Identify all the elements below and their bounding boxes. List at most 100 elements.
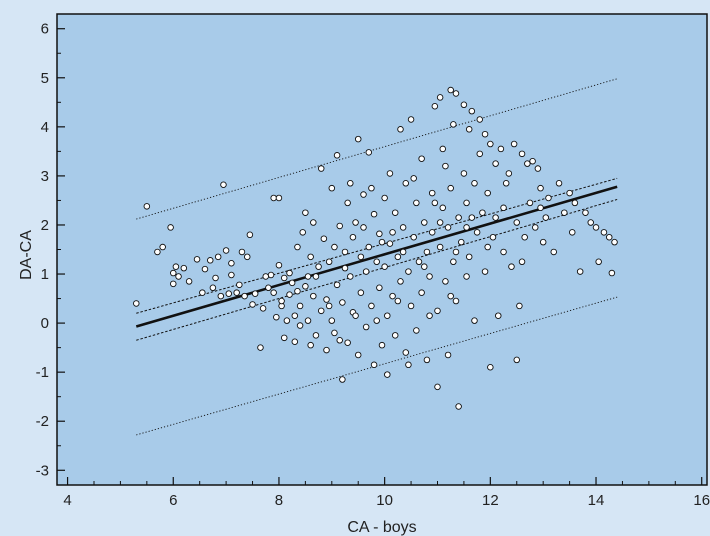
data-point xyxy=(442,278,449,285)
data-point xyxy=(304,273,312,280)
data-point xyxy=(257,344,264,351)
data-point xyxy=(344,199,351,207)
data-point xyxy=(463,199,470,207)
data-point xyxy=(436,94,444,101)
data-point xyxy=(267,271,275,279)
data-points xyxy=(133,86,618,410)
y-tick-label: 6 xyxy=(41,21,49,38)
data-point xyxy=(170,269,177,277)
data-point xyxy=(381,194,388,202)
data-point xyxy=(225,290,232,297)
data-point xyxy=(418,289,425,296)
data-point xyxy=(288,279,296,287)
data-point xyxy=(444,351,452,359)
data-point xyxy=(317,307,325,315)
data-point xyxy=(251,290,259,297)
data-point xyxy=(518,258,526,266)
data-point xyxy=(347,180,354,187)
data-point xyxy=(550,248,557,256)
data-point xyxy=(265,284,272,292)
data-point xyxy=(389,229,396,236)
data-point xyxy=(228,259,235,267)
data-point xyxy=(418,155,425,162)
data-point xyxy=(378,341,386,349)
data-point xyxy=(347,273,354,280)
data-point xyxy=(275,261,283,269)
data-point xyxy=(455,214,462,221)
y-axis-title: DA-CA xyxy=(18,230,35,280)
data-point xyxy=(217,292,225,300)
data-point xyxy=(373,258,380,266)
data-point xyxy=(463,224,470,231)
data-point xyxy=(270,289,277,296)
data-point xyxy=(331,243,338,251)
x-tick-label: 8 xyxy=(275,492,283,509)
data-point xyxy=(339,299,346,306)
data-point xyxy=(394,297,402,305)
data-point xyxy=(468,107,476,115)
data-point xyxy=(518,150,526,158)
data-point xyxy=(492,214,499,221)
data-point xyxy=(378,238,386,246)
y-tick-label: 4 xyxy=(41,119,49,136)
data-point xyxy=(175,273,182,280)
data-point xyxy=(428,229,436,236)
data-point xyxy=(434,307,441,315)
data-point xyxy=(286,291,293,298)
data-point xyxy=(476,116,484,123)
data-point xyxy=(568,229,576,236)
data-point xyxy=(492,160,499,167)
data-point xyxy=(357,253,365,261)
data-point xyxy=(460,170,468,177)
data-point xyxy=(415,258,423,266)
data-point xyxy=(362,323,370,331)
data-point xyxy=(159,243,166,251)
data-point xyxy=(307,253,314,261)
data-point xyxy=(368,302,375,310)
data-point xyxy=(331,329,338,337)
data-point xyxy=(471,317,478,324)
data-point xyxy=(376,230,383,238)
data-point xyxy=(315,263,322,270)
data-point xyxy=(452,248,460,256)
data-point xyxy=(537,204,544,212)
data-point xyxy=(275,194,283,202)
data-point xyxy=(402,349,410,356)
data-point xyxy=(468,214,476,221)
data-point xyxy=(510,140,518,148)
data-point xyxy=(325,258,333,266)
regression-line xyxy=(135,185,618,328)
y-tick-label: -2 xyxy=(36,413,49,430)
data-point xyxy=(262,273,269,280)
data-point xyxy=(534,165,542,172)
data-point xyxy=(450,121,457,128)
data-point xyxy=(513,219,521,226)
data-point xyxy=(325,302,333,310)
data-point xyxy=(386,170,394,177)
data-point xyxy=(341,248,349,256)
data-point xyxy=(608,269,616,277)
data-point xyxy=(542,214,550,221)
data-point xyxy=(611,238,618,246)
data-point xyxy=(405,361,412,369)
data-point xyxy=(180,264,188,272)
data-point xyxy=(463,273,470,280)
plot-area xyxy=(57,14,707,485)
x-tick-label: 16 xyxy=(693,492,710,509)
y-tick-label: 5 xyxy=(41,70,49,87)
data-point xyxy=(312,273,320,280)
data-point xyxy=(399,248,407,256)
data-point xyxy=(431,199,439,207)
data-point xyxy=(473,229,481,236)
data-point xyxy=(434,383,441,391)
data-point xyxy=(484,189,491,197)
data-point xyxy=(170,280,177,288)
data-point xyxy=(339,376,346,383)
y-tick-label: 1 xyxy=(41,266,49,283)
data-point xyxy=(539,238,547,246)
data-point xyxy=(354,351,362,359)
data-point xyxy=(299,229,306,236)
data-point xyxy=(497,145,505,153)
data-point xyxy=(407,116,415,123)
data-point xyxy=(283,317,291,324)
